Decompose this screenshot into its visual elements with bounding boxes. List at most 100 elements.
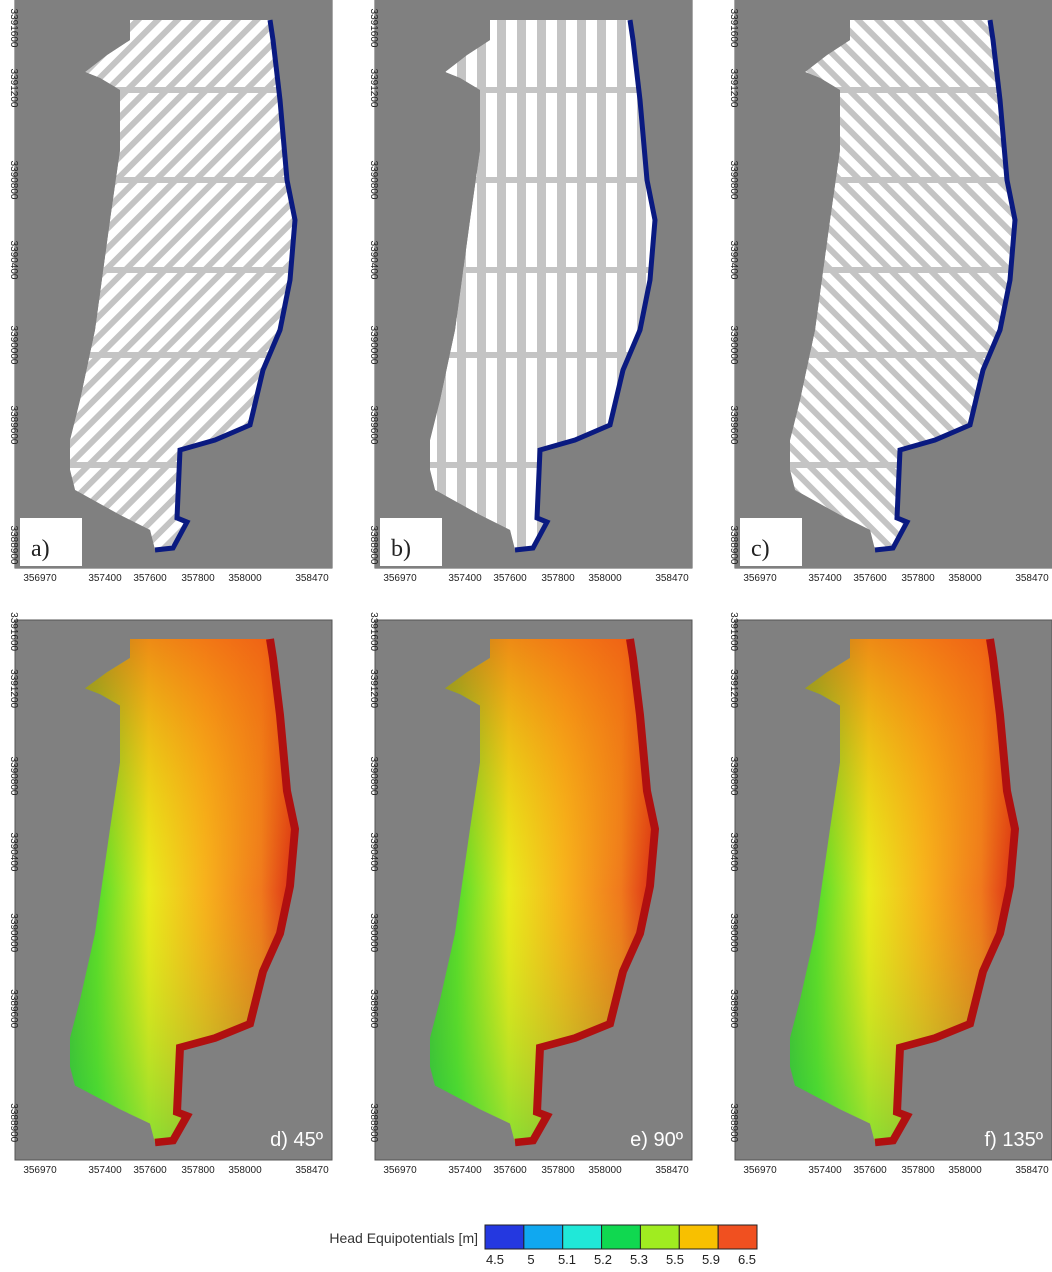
y-tick-label: 3390400 [368,241,379,280]
y-tick-label: 3390800 [368,161,379,200]
x-tick-label: 358470 [295,1165,329,1176]
label-box [740,518,802,566]
colorbar-label: 5.2 [594,1252,612,1267]
x-tick-label: 357400 [808,1165,842,1176]
boundary [154,638,300,1147]
y-tick-label: 3388900 [8,526,19,565]
x-tick-label: 357400 [88,573,122,584]
domain [375,0,692,568]
colorbar-label: 4.5 [486,1252,504,1267]
y-tick-label: 3390000 [368,913,379,952]
y-tick-label: 3391200 [728,669,739,708]
x-tick-label: 357400 [448,573,482,584]
y-tick-label: 3388900 [728,1103,739,1142]
panel-label: a) [31,536,50,562]
boundary [514,638,660,1147]
x-tick-label: 358000 [228,573,262,584]
x-tick-label: 356970 [743,1165,777,1176]
x-tick-label: 357800 [181,1165,215,1176]
colorbar-label: 5.5 [666,1252,684,1267]
y-tick-label: 3389600 [8,406,19,445]
boundary [154,19,298,553]
boundary [874,638,1020,1147]
head-field-overlay [790,639,1015,1143]
y-tick-label: 3388900 [368,1103,379,1142]
drain [70,267,300,273]
head-field-overlay [70,639,295,1143]
y-tick-label: 3391200 [368,69,379,108]
y-tick-label: 3390000 [728,326,739,365]
model-domain [790,20,1015,550]
x-tick-label: 358470 [1015,573,1049,584]
y-tick-label: 3389600 [728,406,739,445]
label-box [20,518,82,566]
colorbar-segment [484,1224,525,1250]
colorbar-label: 5.1 [558,1252,576,1267]
y-tick-label: 3388900 [368,526,379,565]
y-tick-label: 3391600 [728,612,739,651]
y-tick-label: 3391200 [728,69,739,108]
x-tick-label: 357400 [808,573,842,584]
y-tick-label: 3391600 [728,9,739,48]
panel: b) 356970 357400 357600 357800 358000 358470 33… [368,0,693,584]
panel-label: f) 135º [985,1129,1044,1151]
drain [430,177,660,183]
y-tick-label: 3389600 [8,989,19,1028]
y-tick-label: 3390000 [8,326,19,365]
domain [430,638,660,1147]
y-tick-label: 3391200 [8,69,19,108]
boundary [514,19,658,553]
panel: f) 135º 356970 357400 357600 357800 358000 358… [728,612,1052,1176]
domain [15,0,332,568]
y-tick-label: 3391600 [8,9,19,48]
drain [790,87,1020,93]
x-tick-label: 357600 [493,1165,527,1176]
panel: a) 356970 357400 357600 357800 358000 358470 33… [8,0,333,584]
drain [70,87,300,93]
colorbar-segment [562,1224,603,1250]
drain [790,177,1020,183]
x-tick-label: 356970 [23,1165,57,1176]
x-tick-label: 357600 [853,1165,887,1176]
domain [70,638,300,1147]
y-tick-label: 3390000 [368,326,379,365]
drain [70,177,300,183]
y-tick-label: 3389600 [368,406,379,445]
y-tick-label: 3390000 [8,913,19,952]
y-tick-label: 3390400 [728,833,739,872]
panel: d) 45º 356970 357400 357600 357800 358000 3584… [8,612,333,1176]
colorbar-segment [523,1224,564,1250]
domain-mask [375,0,692,568]
x-tick-label: 356970 [383,573,417,584]
colorbar-label: 6.5 [738,1252,756,1267]
x-tick-label: 358000 [588,573,622,584]
domain [790,638,1020,1147]
x-tick-label: 357800 [541,573,575,584]
x-tick-label: 358470 [655,1165,689,1176]
y-tick-label: 3389600 [728,989,739,1028]
y-tick-label: 3390400 [368,833,379,872]
y-tick-label: 3389600 [368,989,379,1028]
x-tick-label: 356970 [383,1165,417,1176]
x-tick-label: 357800 [541,1165,575,1176]
y-tick-label: 3391600 [8,612,19,651]
x-tick-label: 357800 [901,1165,935,1176]
colorbar-title: Head Equipotentials [m] [329,1230,478,1246]
y-tick-label: 3391600 [368,9,379,48]
x-tick-label: 357400 [448,1165,482,1176]
x-tick-label: 358000 [588,1165,622,1176]
model-domain [70,20,295,550]
drain [70,352,300,358]
drain [430,267,660,273]
x-tick-label: 357600 [133,1165,167,1176]
x-tick-label: 358000 [228,1165,262,1176]
drain [790,352,1020,358]
x-tick-label: 357800 [181,573,215,584]
label-box [380,518,442,566]
y-tick-label: 3390800 [368,757,379,796]
x-tick-label: 357400 [88,1165,122,1176]
drain [430,87,660,93]
y-tick-label: 3390000 [728,913,739,952]
head-field-overlay [430,639,655,1143]
